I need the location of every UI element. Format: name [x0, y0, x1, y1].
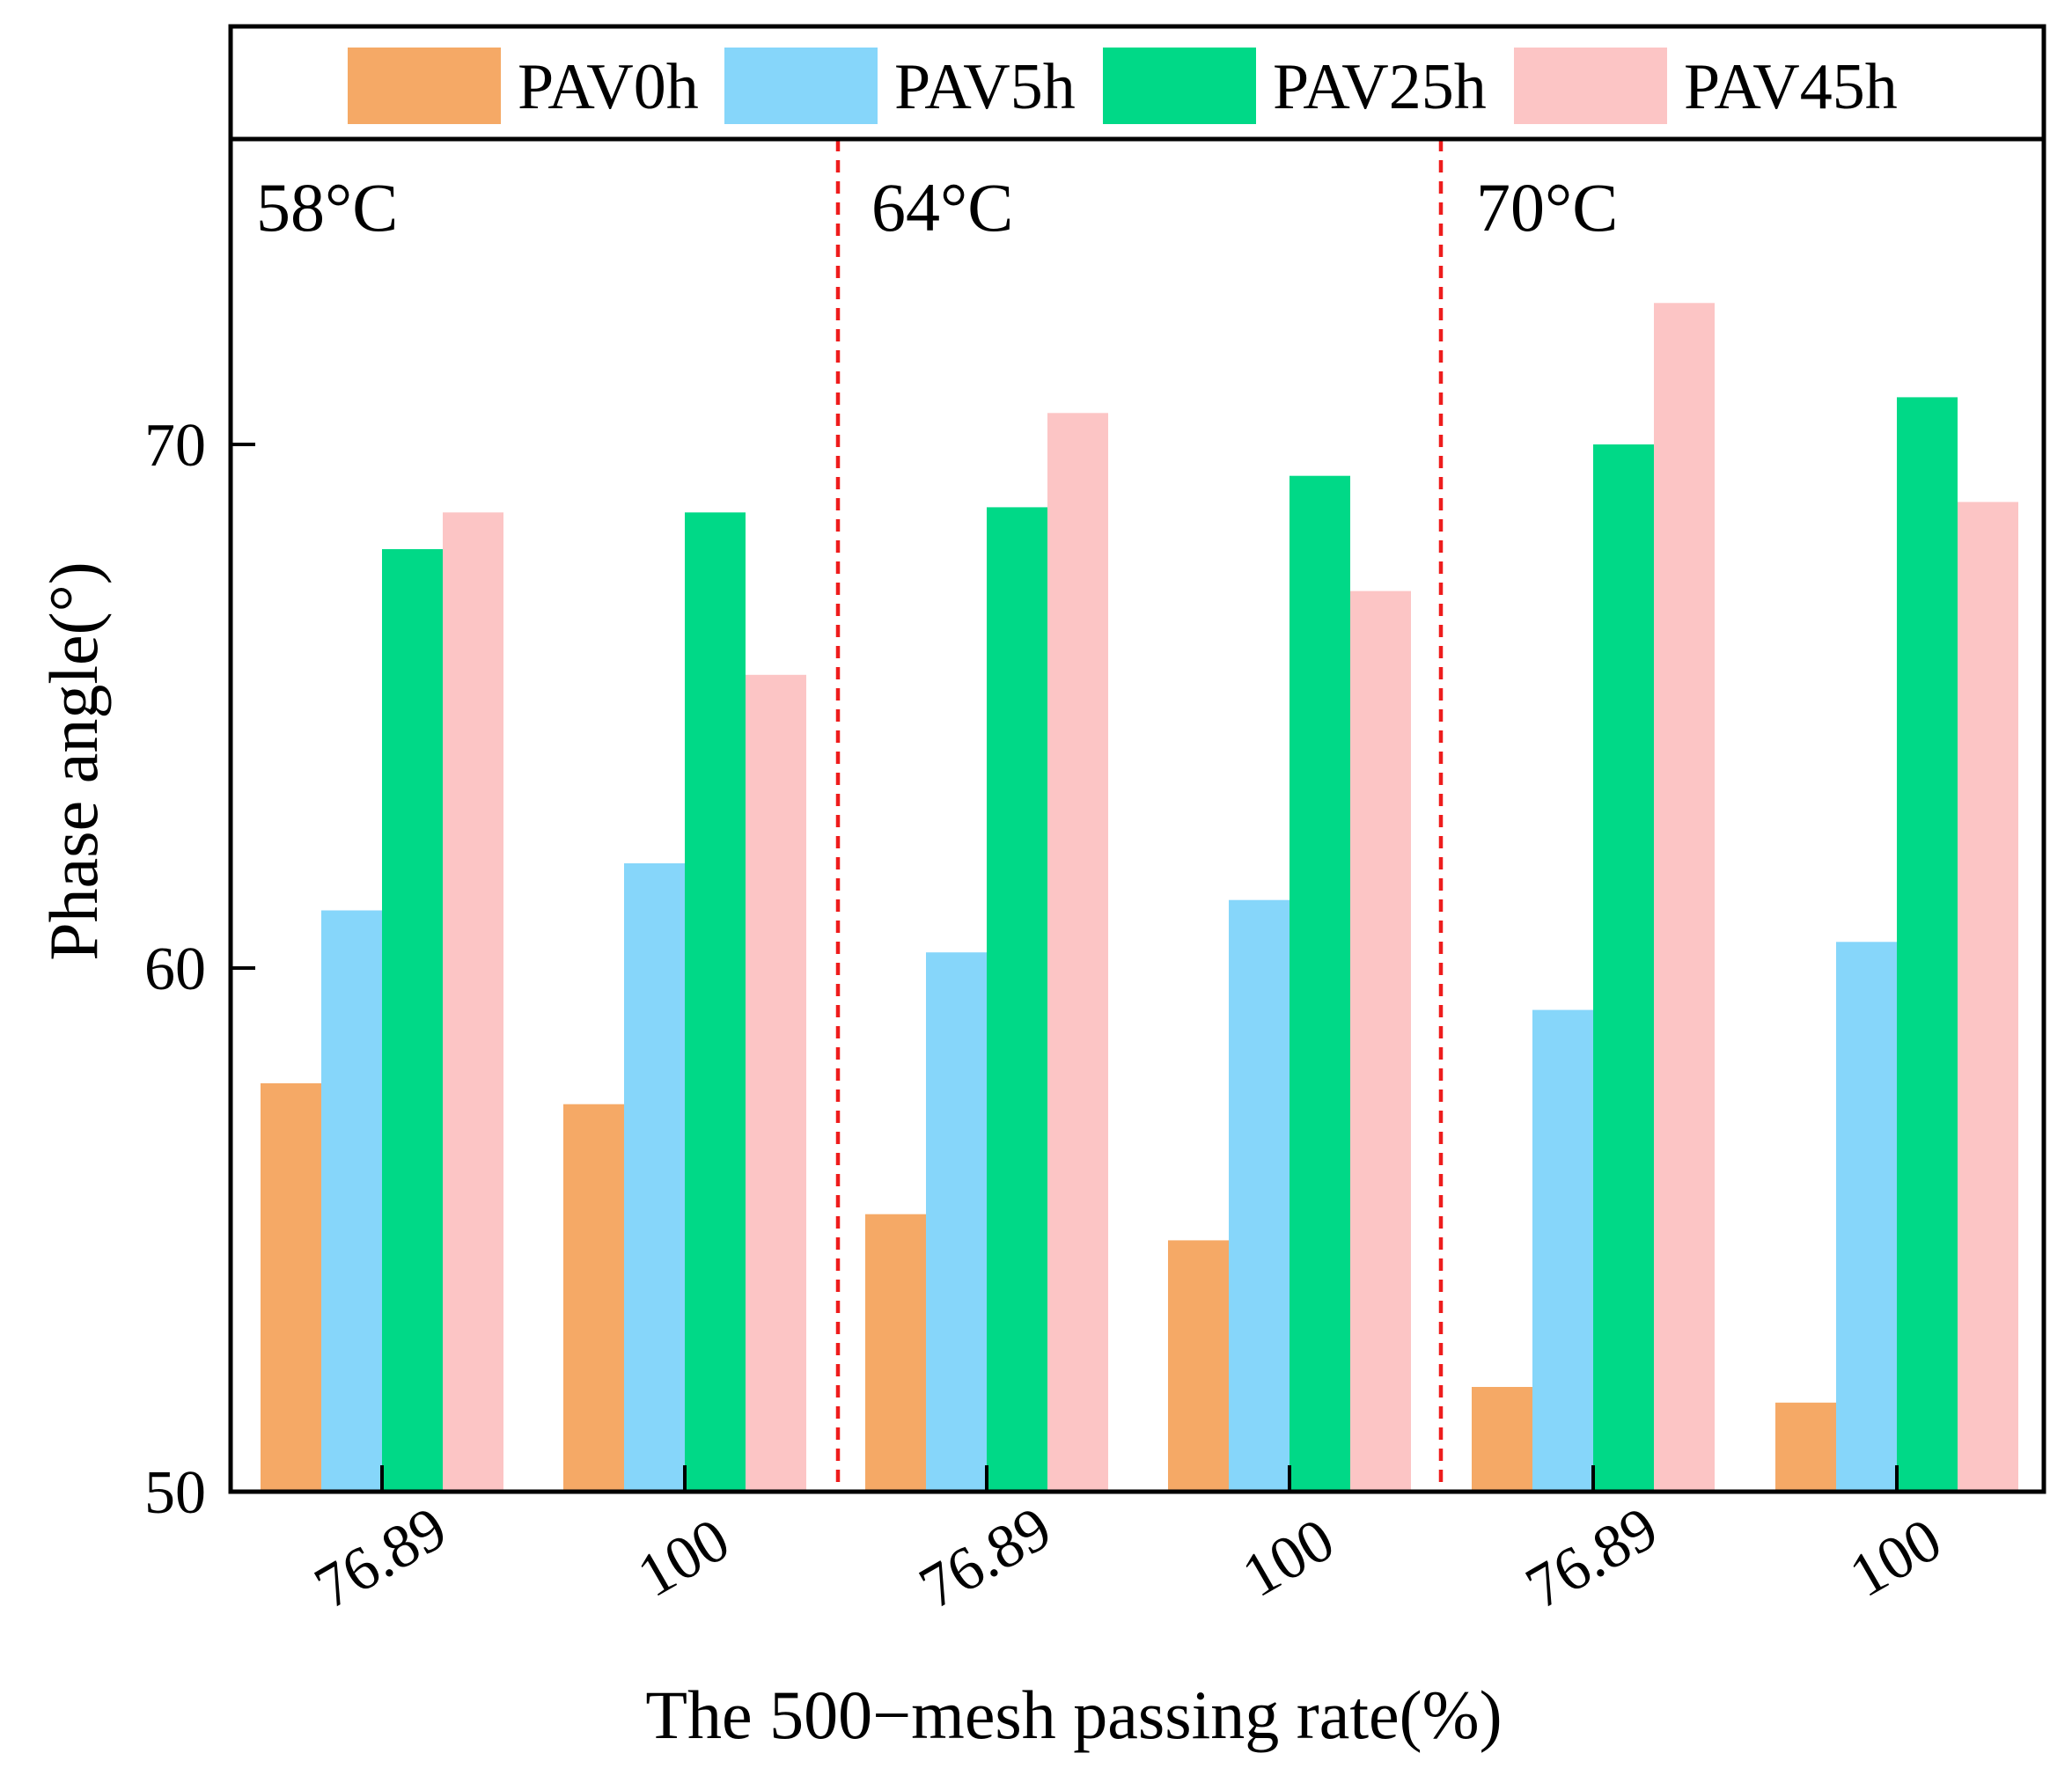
y-tick-label: 50	[144, 1459, 206, 1527]
legend-label-pav0h: PAV0h	[518, 51, 699, 123]
bar-pav5h-panel2-cat2	[1229, 899, 1289, 1492]
y-tick-label: 60	[144, 935, 206, 1003]
bar-pav0h-panel1-cat2	[563, 1104, 624, 1492]
bar-pav25h-panel2-cat2	[1289, 475, 1350, 1493]
bar-pav25h-panel1-cat1	[382, 549, 443, 1492]
legend-swatch-pav0h	[348, 48, 501, 124]
bar-pav5h-panel3-cat2	[1836, 942, 1897, 1493]
bar-pav5h-panel3-cat1	[1532, 1009, 1593, 1492]
bar-pav5h-panel1-cat2	[624, 863, 685, 1492]
x-axis-title: The 500−mesh passing rate(%)	[645, 1676, 1502, 1753]
bar-pav25h-panel3-cat1	[1593, 444, 1654, 1492]
bar-pav45h-panel3-cat2	[1958, 502, 2018, 1492]
legend-label-pav45h: PAV45h	[1684, 51, 1898, 123]
bar-pav25h-panel1-cat2	[685, 512, 746, 1492]
y-tick-label: 70	[144, 412, 206, 480]
panel-label-2: 64°C	[871, 169, 1013, 246]
x-tick-label: 100	[627, 1506, 740, 1610]
bar-pav45h-panel2-cat1	[1047, 413, 1108, 1492]
y-axis-title: Phase angle(°)	[35, 561, 112, 961]
bar-pav5h-panel1-cat1	[321, 910, 382, 1492]
bar-pav45h-panel1-cat1	[443, 512, 503, 1492]
bar-pav45h-panel3-cat1	[1654, 303, 1715, 1492]
bar-pav5h-panel2-cat1	[926, 952, 987, 1492]
bar-pav25h-panel2-cat1	[987, 507, 1047, 1492]
bars-layer	[261, 303, 2018, 1493]
plot-frame	[228, 24, 2046, 1494]
legend: PAV0h PAV5h PAV25h PAV45h	[348, 48, 1898, 124]
legend-swatch-pav25h	[1103, 48, 1256, 124]
panel-label-3: 70°C	[1476, 169, 1618, 246]
bar-pav25h-panel3-cat2	[1897, 397, 1958, 1492]
panel-label-1: 58°C	[256, 169, 398, 246]
bar-pav0h-panel3-cat2	[1775, 1402, 1836, 1492]
bar-pav45h-panel1-cat2	[746, 674, 806, 1492]
legend-label-pav25h: PAV25h	[1273, 51, 1487, 123]
x-tick-label: 76.89	[908, 1494, 1062, 1622]
bar-pav0h-panel2-cat2	[1168, 1240, 1229, 1492]
legend-swatch-pav45h	[1514, 48, 1667, 124]
panel-dividers	[835, 139, 1444, 1492]
x-tick-label: 76.89	[1515, 1494, 1669, 1622]
bar-pav0h-panel3-cat1	[1472, 1387, 1532, 1492]
plot-border	[228, 24, 2046, 1494]
x-tick-label: 100	[1231, 1506, 1345, 1610]
x-tick-label: 100	[1839, 1506, 1952, 1610]
bar-pav45h-panel2-cat2	[1350, 591, 1411, 1492]
legend-swatch-pav5h	[724, 48, 878, 124]
bar-pav0h-panel2-cat1	[865, 1214, 926, 1492]
bar-pav0h-panel1-cat1	[261, 1082, 321, 1492]
x-tick-label: 76.89	[304, 1494, 458, 1622]
legend-label-pav5h: PAV5h	[894, 51, 1076, 123]
